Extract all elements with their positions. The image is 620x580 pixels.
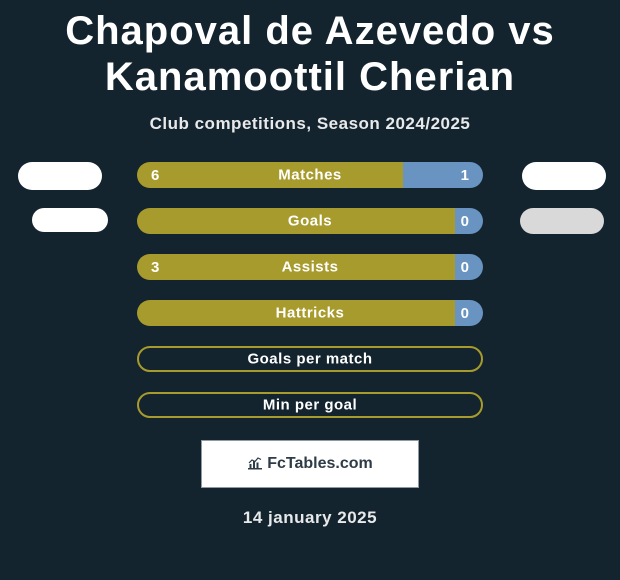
club-badge-left: [32, 208, 108, 232]
stat-left-value: 6: [151, 167, 159, 184]
stat-left-value: 3: [151, 259, 159, 276]
club-badge-right: [520, 208, 604, 234]
stat-left-segment: [137, 300, 455, 326]
stat-left-segment: [139, 348, 467, 370]
stat-row: Goals per match: [0, 346, 620, 372]
stat-row: Min per goal: [0, 392, 620, 418]
page-title: Chapoval de Azevedo vs Kanamoottil Cheri…: [0, 8, 620, 100]
brand-chart-icon: [247, 456, 263, 472]
stat-bar: 61Matches: [137, 162, 483, 188]
brand-text: FcTables.com: [267, 455, 373, 473]
stat-left-segment: [139, 394, 467, 416]
stat-right-value: 0: [461, 259, 469, 276]
stat-right-segment: 0: [455, 254, 483, 280]
stat-right-value: 1: [461, 167, 469, 184]
stat-right-segment: 0: [455, 208, 483, 234]
stat-left-segment: 3: [137, 254, 455, 280]
brand-box: FcTables.com: [201, 440, 419, 488]
stat-rows: 61Matches0Goals30Assists0HattricksGoals …: [0, 162, 620, 418]
stat-row: 0Goals: [0, 208, 620, 234]
stat-right-segment: [467, 394, 481, 416]
club-badge-right: [522, 162, 606, 190]
stat-left-segment: [137, 208, 455, 234]
stat-bar: 0Hattricks: [137, 300, 483, 326]
stat-row: 30Assists: [0, 254, 620, 280]
club-badge-left: [18, 162, 102, 190]
stat-bar: 0Goals: [137, 208, 483, 234]
stat-right-segment: [467, 348, 481, 370]
stat-right-segment: 0: [455, 300, 483, 326]
stat-right-value: 0: [461, 213, 469, 230]
comparison-infographic: Chapoval de Azevedo vs Kanamoottil Cheri…: [0, 0, 620, 580]
stat-bar: 30Assists: [137, 254, 483, 280]
subtitle: Club competitions, Season 2024/2025: [0, 114, 620, 134]
stat-left-segment: 6: [137, 162, 403, 188]
stat-right-segment: 1: [403, 162, 483, 188]
stat-bar: Goals per match: [137, 346, 483, 372]
stat-row: 0Hattricks: [0, 300, 620, 326]
stat-bar: Min per goal: [137, 392, 483, 418]
date-label: 14 january 2025: [0, 508, 620, 528]
stat-row: 61Matches: [0, 162, 620, 188]
stat-right-value: 0: [461, 305, 469, 322]
